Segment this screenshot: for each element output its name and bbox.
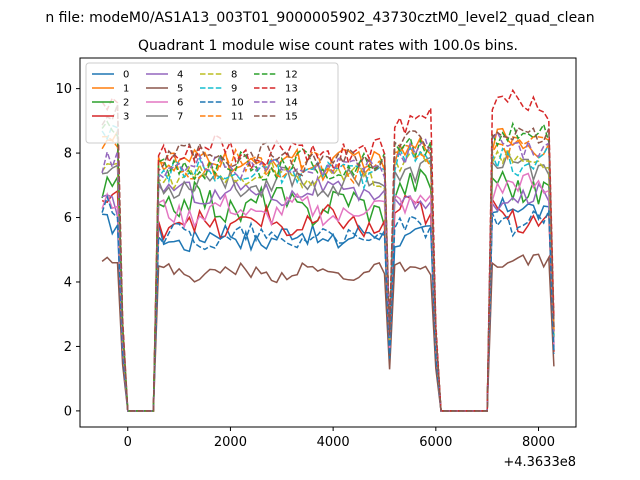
x-tick-label: 0 bbox=[124, 435, 132, 450]
legend-label-4: 4 bbox=[177, 70, 183, 81]
legend-label-1: 1 bbox=[123, 84, 129, 95]
legend-label-8: 8 bbox=[231, 70, 237, 81]
y-tick-label: 2 bbox=[64, 340, 72, 355]
plot-area bbox=[101, 88, 555, 412]
figure-suptitle: n file: modeM0/AS1A13_003T01_9000005902_… bbox=[45, 10, 594, 26]
series-line-15 bbox=[101, 104, 555, 412]
legend-label-14: 14 bbox=[285, 98, 298, 109]
legend-label-11: 11 bbox=[231, 112, 244, 123]
x-tick-label: 2000 bbox=[214, 435, 247, 450]
legend-label-15: 15 bbox=[285, 112, 298, 123]
legend-box bbox=[85, 62, 339, 144]
axes-frame bbox=[79, 57, 577, 428]
legend-label-7: 7 bbox=[177, 112, 183, 123]
x-tick-label: 8000 bbox=[522, 435, 555, 450]
legend-label-3: 3 bbox=[123, 112, 129, 123]
axes-title: Quadrant 1 module wise count rates with … bbox=[138, 38, 518, 54]
y-tick-label: 10 bbox=[55, 82, 72, 97]
y-tick-label: 6 bbox=[64, 211, 72, 226]
legend-label-5: 5 bbox=[177, 84, 183, 95]
legend-label-2: 2 bbox=[123, 98, 129, 109]
legend-label-13: 13 bbox=[285, 84, 298, 95]
legend-label-0: 0 bbox=[123, 70, 129, 81]
x-tick-label: 6000 bbox=[419, 435, 452, 450]
y-tick-label: 0 bbox=[64, 404, 72, 419]
x-tick-label: 4000 bbox=[317, 435, 350, 450]
y-tick-label: 4 bbox=[64, 275, 72, 290]
legend-label-10: 10 bbox=[231, 98, 244, 109]
series-line-11 bbox=[102, 135, 555, 412]
axis-ticks: 0 2000 4000 6000 8000 0 2 4 6 8 10 bbox=[55, 82, 555, 450]
legend-label-12: 12 bbox=[285, 70, 298, 81]
y-tick-label: 8 bbox=[64, 147, 72, 162]
x-offset-label: +4.3633e8 bbox=[503, 455, 576, 470]
legend-label-9: 9 bbox=[231, 84, 237, 95]
legend-label-6: 6 bbox=[177, 98, 183, 109]
